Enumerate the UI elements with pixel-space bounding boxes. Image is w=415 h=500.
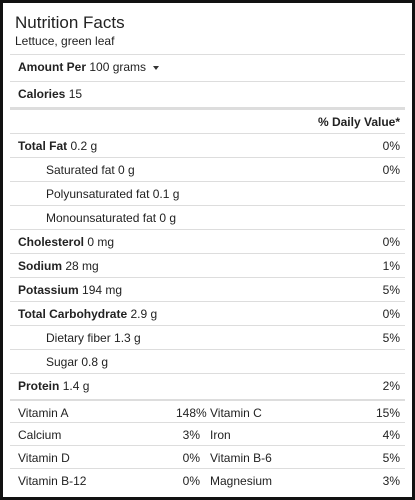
nutrient-row: Sodium 28 mg 1% [10, 253, 405, 278]
vitamin-name: Vitamin D [18, 451, 70, 465]
title: Nutrition Facts [15, 13, 125, 32]
vitamin-name: Calcium [18, 428, 62, 442]
calories-value: 15 [68, 87, 83, 101]
nutrient-amount: 2.9 g [130, 307, 158, 321]
nutrient-name: Dietary fiber 1.3 g [46, 331, 141, 345]
vitamin-name: Vitamin B-6 [210, 451, 272, 465]
vitamin-percent: 148% [176, 406, 207, 420]
serving-label: Amount Per [18, 60, 87, 74]
nutrient-row: Saturated fat 0 g 0% [10, 157, 405, 182]
vitamin-name: Vitamin B-12 [18, 474, 87, 488]
nutrient-row: Total Fat 0.2 g 0% [10, 133, 405, 158]
daily-percent: 5% [382, 331, 400, 345]
nutrient-label: Protein [18, 379, 60, 393]
nutrient-name: Cholesterol 0 mg [18, 230, 114, 254]
daily-header: % Daily Value* [317, 115, 400, 129]
nutrient-name: Total Carbohydrate 2.9 g [18, 302, 157, 326]
daily-percent: 0% [382, 235, 400, 249]
nutrient-row: Total Carbohydrate 2.9 g 0% [10, 301, 405, 326]
vitamin-row: Vitamin B-12 0% Magnesium 3% [10, 468, 405, 493]
nutrient-name: Sodium 28 mg [18, 254, 99, 278]
serving-row[interactable]: Amount Per 100 grams [10, 54, 405, 79]
vitamin-percent: 4% [382, 428, 400, 442]
daily-percent: 2% [382, 379, 400, 393]
vitamin-name: Magnesium [210, 474, 273, 488]
nutrient-name: Protein 1.4 g [18, 374, 89, 398]
daily-percent: 0% [382, 139, 400, 153]
vitamin-percent: 5% [382, 451, 400, 465]
nutrient-name: Saturated fat 0 g [46, 163, 135, 177]
vitamin-percent: 3% [382, 474, 400, 488]
nutrient-amount: 0.2 g [70, 139, 98, 153]
vitamin-row: Calcium 3% Iron 4% [10, 422, 405, 447]
nutrient-amount: 194 mg [82, 283, 123, 297]
nutrient-label: Potassium [18, 283, 79, 297]
nutrient-amount: 28 mg [65, 259, 99, 273]
daily-percent: 1% [382, 259, 400, 273]
daily-percent: 0% [382, 163, 400, 177]
daily-percent: 5% [382, 283, 400, 297]
nutrient-row: Dietary fiber 1.3 g 5% [10, 325, 405, 350]
vitamin-percent: 15% [375, 406, 400, 420]
nutrient-name: Monounsaturated fat 0 g [46, 211, 177, 225]
nutrient-label: Total Carbohydrate [18, 307, 128, 321]
nutrient-label: Cholesterol [18, 235, 85, 249]
vitamin-row: Vitamin A 148% Vitamin C 15% [10, 399, 405, 425]
vitamin-name: Iron [210, 428, 231, 442]
daily-percent: 0% [382, 307, 400, 321]
vitamin-row: Vitamin D 0% Vitamin B-6 5% [10, 445, 405, 470]
vitamin-name: Vitamin A [18, 406, 69, 420]
nutrient-row: Polyunsaturated fat 0.1 g [10, 181, 405, 206]
nutrient-label: Sodium [18, 259, 62, 273]
nutrient-row: Protein 1.4 g 2% [10, 373, 405, 398]
calories-row: Calories 15 [10, 81, 405, 106]
nutrient-amount: 0 mg [87, 235, 115, 249]
vitamin-percent: 0% [182, 451, 200, 465]
vitamin-percent: 0% [182, 474, 200, 488]
nutrient-name: Potassium 194 mg [18, 278, 122, 302]
vitamin-percent: 3% [182, 428, 200, 442]
daily-header-row: % Daily Value* [10, 107, 405, 132]
calories-label: Calories [18, 87, 66, 101]
nutrient-row: Cholesterol 0 mg 0% [10, 229, 405, 254]
dropdown-caret[interactable] [153, 65, 160, 70]
nutrient-name: Sugar 0.8 g [46, 355, 109, 369]
nutrient-row: Sugar 0.8 g [10, 349, 405, 374]
serving-amount: 100 grams [89, 60, 147, 74]
nutrient-label: Total Fat [18, 139, 68, 153]
nutrient-row: Monounsaturated fat 0 g [10, 205, 405, 230]
nutrient-name: Total Fat 0.2 g [18, 134, 97, 158]
nutrient-row: Potassium 194 mg 5% [10, 277, 405, 302]
vitamin-name: Vitamin C [210, 406, 262, 420]
nutrient-name: Polyunsaturated fat 0.1 g [46, 187, 180, 201]
nutrient-amount: 1.4 g [62, 379, 90, 393]
subtitle: Lettuce, green leaf [15, 34, 115, 48]
